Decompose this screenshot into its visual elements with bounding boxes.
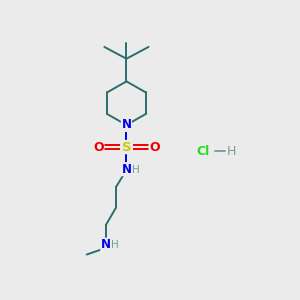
Text: O: O xyxy=(149,141,160,154)
Text: H: H xyxy=(132,165,140,175)
Text: N: N xyxy=(122,118,131,131)
Text: O: O xyxy=(93,141,104,154)
Text: Cl: Cl xyxy=(196,145,210,158)
Text: H: H xyxy=(226,145,236,158)
Text: N: N xyxy=(122,163,131,176)
Text: S: S xyxy=(122,141,131,154)
Text: H: H xyxy=(111,240,119,250)
Text: N: N xyxy=(101,238,111,251)
